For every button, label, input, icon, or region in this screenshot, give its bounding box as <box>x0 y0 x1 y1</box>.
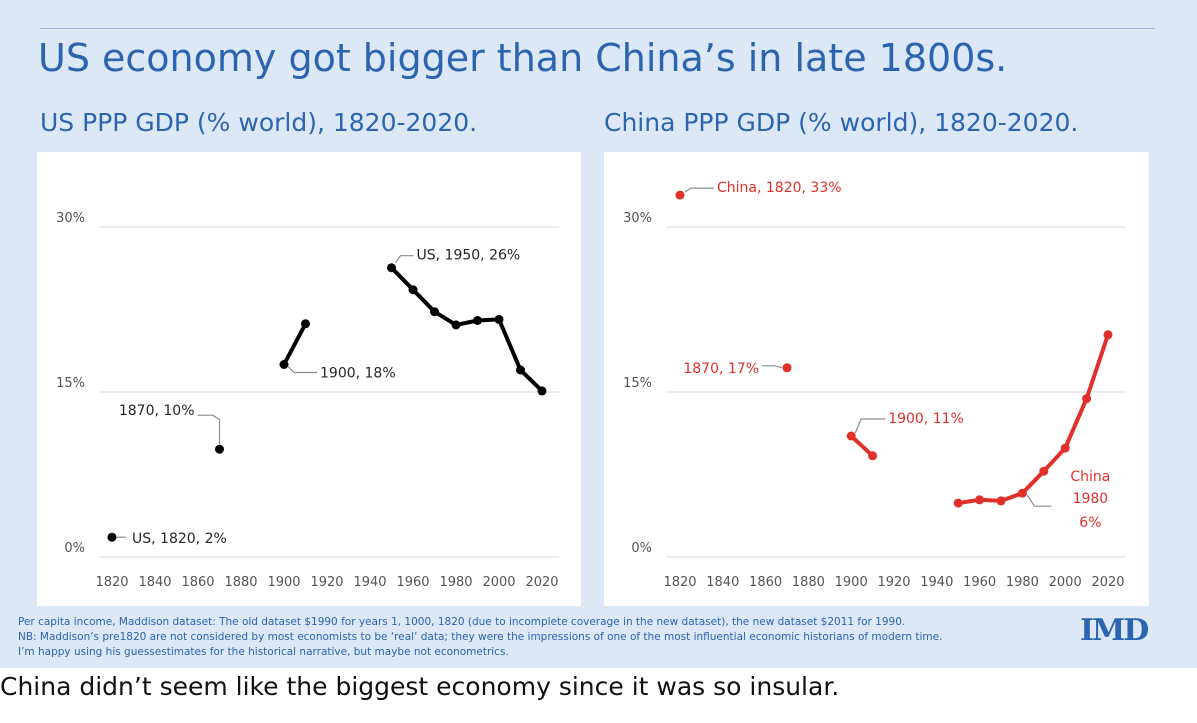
y-tick-label: 0% <box>64 541 85 556</box>
annotation-label: 1870, 10% <box>119 403 195 419</box>
y-tick-label: 30% <box>56 211 85 226</box>
x-tick-label: 1960 <box>963 575 996 590</box>
data-point <box>430 307 439 317</box>
x-tick-label: 1860 <box>749 575 782 590</box>
annotation-leader <box>762 365 783 369</box>
data-point <box>975 495 985 505</box>
x-tick-label: 1840 <box>706 575 739 590</box>
data-point <box>537 386 547 396</box>
annotation-label: 1900, 11% <box>888 411 964 427</box>
data-point <box>1017 488 1027 498</box>
annotation-label: China <box>1070 469 1110 485</box>
data-point <box>215 444 224 454</box>
series-line <box>282 322 308 366</box>
annotation-leader <box>854 418 886 434</box>
us-gdp-chart: 0% 15% 30% 1820 1840 1860 1880 1900 1920 1940 1960… <box>56 211 559 590</box>
annotation-leader <box>684 187 714 193</box>
x-tick-label: 1980 <box>439 575 472 590</box>
y-tick-label: 15% <box>623 376 652 391</box>
footnote-line: Per capita income, Maddison dataset: The… <box>18 616 906 628</box>
x-tick-label: 1960 <box>396 575 429 590</box>
data-point <box>494 314 504 324</box>
annotation-label: US, 1820, 2% <box>132 531 227 547</box>
x-tick-label: 1900 <box>267 575 300 590</box>
x-tick-label: 1860 <box>181 575 214 590</box>
x-tick-label: 1920 <box>877 575 910 590</box>
y-tick-label: 30% <box>623 211 652 226</box>
data-point <box>675 190 685 200</box>
x-tick-label: 1820 <box>663 575 696 590</box>
annotation-label: China, 1820, 33% <box>717 180 842 196</box>
x-tick-label: 1880 <box>224 575 257 590</box>
x-tick-label: 2000 <box>482 575 515 590</box>
x-tick-label: 1920 <box>310 575 343 590</box>
data-point <box>953 498 963 508</box>
data-point <box>473 316 482 325</box>
x-tick-label: 1940 <box>920 575 953 590</box>
infographic-panel: US economy got bigger than China’s in la… <box>0 0 1197 668</box>
data-point <box>996 496 1006 506</box>
headline: US economy got bigger than China’s in la… <box>38 36 1008 80</box>
x-tick-label: 2020 <box>1091 575 1124 590</box>
y-tick-label: 0% <box>631 541 652 556</box>
annotation-leader <box>395 255 414 264</box>
x-tick-label: 1940 <box>353 575 386 590</box>
imd-logo: IMD <box>1080 613 1149 648</box>
data-point <box>1039 466 1049 476</box>
china-chart-card: 0% 15% 30% 1820 1840 1860 1880 1900 1920 1940 1960… <box>604 152 1149 606</box>
y-tick-label: 15% <box>56 376 85 391</box>
annotation-label: 1980 <box>1073 491 1109 507</box>
series-line <box>849 434 874 458</box>
data-point <box>451 320 461 330</box>
us-chart-title: US PPP GDP (% world), 1820-2020. <box>40 108 478 137</box>
caption: China didn’t seem like the biggest econo… <box>0 672 840 701</box>
data-point <box>1103 330 1113 340</box>
annotation-label: US, 1950, 26% <box>417 248 521 264</box>
x-tick-label: 2020 <box>525 575 558 590</box>
x-tick-label: 1840 <box>138 575 171 590</box>
data-point <box>868 451 878 461</box>
annotation-leader <box>287 366 317 374</box>
x-tick-label: 1980 <box>1006 575 1039 590</box>
data-point <box>107 532 117 542</box>
top-divider <box>40 28 1155 29</box>
data-point <box>1082 394 1092 404</box>
us-chart-card: 0% 15% 30% 1820 1840 1860 1880 1900 1920 1940 1960… <box>37 152 581 606</box>
annotation-leader <box>1026 494 1052 507</box>
annotation-label: 1900, 18% <box>320 366 396 382</box>
footnotes: Per capita income, Maddison dataset: The… <box>18 615 1078 660</box>
data-point <box>782 363 792 373</box>
footnote-line: I’m happy using his guessestimates for t… <box>18 646 509 658</box>
x-tick-label: 1880 <box>792 575 825 590</box>
data-point <box>516 365 525 375</box>
series-line <box>390 266 544 393</box>
data-point <box>1060 443 1070 453</box>
data-point <box>387 263 396 273</box>
x-tick-label: 2000 <box>1049 575 1082 590</box>
data-point <box>301 319 310 329</box>
annotation-leader <box>197 414 221 445</box>
annotation-label: 1870, 17% <box>683 361 759 377</box>
x-tick-label: 1820 <box>95 575 128 590</box>
x-tick-label: 1900 <box>835 575 868 590</box>
data-point <box>846 431 856 441</box>
footnote-line: NB: Maddison’s pre1820 are not considere… <box>18 631 943 643</box>
annotation-label: 6% <box>1079 515 1101 531</box>
china-gdp-chart: 0% 15% 30% 1820 1840 1860 1880 1900 1920 1940 1960… <box>623 180 1126 590</box>
data-point <box>408 285 418 295</box>
data-point <box>279 360 289 369</box>
china-chart-title: China PPP GDP (% world), 1820-2020. <box>604 108 1079 137</box>
